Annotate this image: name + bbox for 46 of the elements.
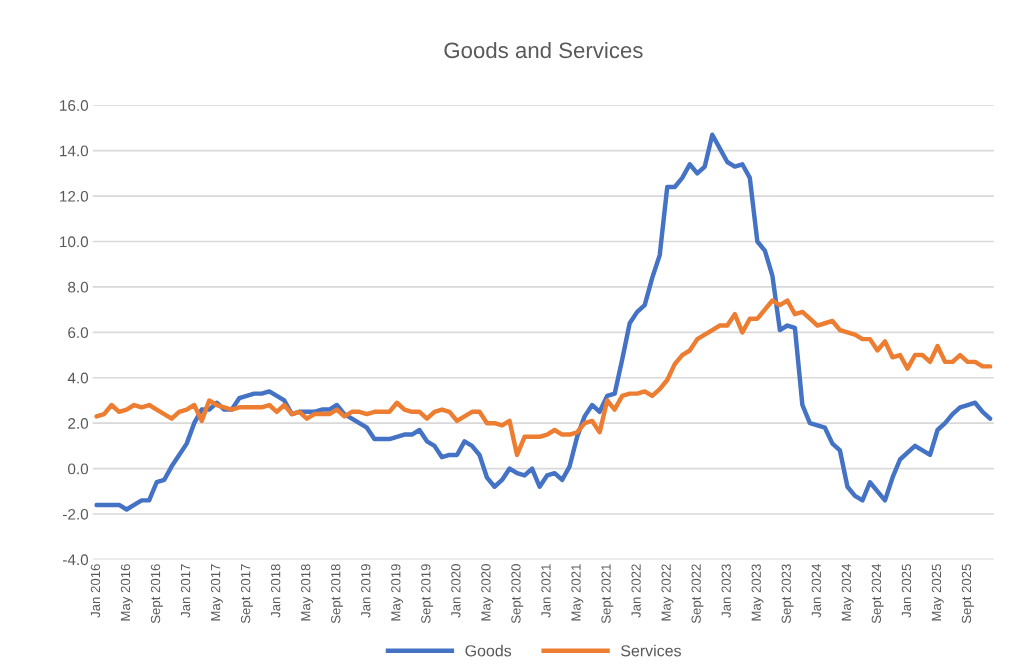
x-tick-label: Jan 2019 [361, 564, 371, 618]
x-tick-label: May 2016 [120, 564, 133, 621]
x-tick-label: Jan 2023 [721, 564, 731, 618]
x-tick-label: Jan 2022 [631, 564, 641, 618]
x-tick-label: Jan 2021 [541, 564, 551, 618]
y-tick-label: 16.0 [60, 100, 89, 111]
x-tick-label: Sept 2016 [150, 564, 163, 624]
y-tick-label: 8.0 [68, 281, 89, 293]
legend-label: Services [621, 644, 681, 657]
x-tick-label: Sept 2019 [421, 564, 434, 624]
x-tick-label: May 2024 [841, 563, 854, 621]
line-series [94, 298, 993, 458]
y-tick-label: -2.0 [63, 508, 89, 520]
y-tick-label: 0.0 [68, 463, 89, 475]
x-tick-label: Sept 2024 [871, 563, 884, 624]
y-tick-label: -4.0 [63, 554, 89, 566]
x-tick-label: Sept 2025 [961, 564, 974, 624]
x-tick-label: Sept 2023 [781, 564, 794, 624]
x-tick-label: May 2017 [210, 564, 223, 621]
x-tick-label: May 2025 [931, 564, 944, 621]
x-tick-label: May 2018 [301, 564, 313, 621]
x-tick-label: May 2021 [571, 564, 584, 621]
y-tick-label: 2.0 [68, 418, 89, 429]
x-tick-label: Jan 2020 [451, 564, 461, 618]
chart-title: Goods and Services [444, 41, 643, 59]
x-tick-label: Jan 2018 [270, 564, 281, 618]
x-tick-label: Jan 2025 [901, 564, 912, 618]
x-tick-label: Sept 2021 [601, 564, 614, 624]
y-tick-label: 14.0 [60, 145, 89, 157]
y-tick-label: 10.0 [60, 236, 89, 248]
y-tick-label: 6.0 [68, 327, 89, 339]
x-tick-label: Jan 2017 [180, 564, 191, 618]
x-tick-label: May 2023 [751, 564, 764, 621]
x-tick-label: Sept 2017 [240, 564, 253, 624]
x-tick-label: Jan 2024 [811, 563, 821, 618]
x-tick-label: Sept 2018 [331, 564, 344, 624]
x-tick-label: May 2019 [391, 564, 404, 621]
x-tick-label: May 2020 [481, 564, 494, 621]
x-tick-label: May 2022 [661, 564, 674, 621]
line-series [94, 132, 993, 512]
x-tick-label: Jan 2016 [90, 564, 101, 618]
y-tick-label: 12.0 [60, 190, 89, 202]
x-tick-label: Sept 2020 [511, 564, 524, 624]
y-tick-label: 4.0 [67, 372, 89, 384]
x-tick-label: Sept 2022 [691, 564, 704, 624]
legend-label: Goods [465, 644, 512, 657]
